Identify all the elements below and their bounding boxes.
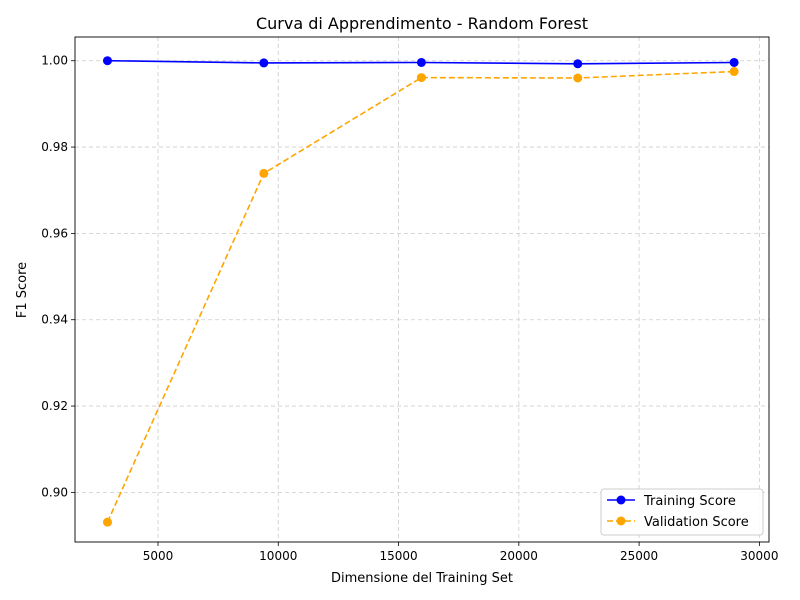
x-tick-label: 25000 <box>620 549 658 563</box>
training-score-point <box>573 59 583 69</box>
training-score-point <box>259 58 269 68</box>
legend-box <box>600 488 764 536</box>
series-layer <box>102 56 739 527</box>
training-score-point <box>729 57 739 67</box>
validation-score-line <box>106 70 735 523</box>
x-tick-label: 5000 <box>143 549 174 563</box>
validation-score-point <box>259 168 269 178</box>
legend-training-score-marker <box>616 495 626 505</box>
training-score-point <box>416 57 426 67</box>
x-tick-label: 30000 <box>740 549 778 563</box>
y-axis-label: F1 Score <box>15 262 30 318</box>
y-tick-label: 0.92 <box>41 399 68 413</box>
legend-validation-score-marker <box>616 516 626 526</box>
x-tick-label: 10000 <box>259 549 297 563</box>
legend: Training Score Validation Score <box>600 488 764 536</box>
x-tick-label: 20000 <box>500 549 538 563</box>
y-tick-label: 0.98 <box>41 140 68 154</box>
y-axis-ticks: 0.90 0.92 0.94 0.96 0.98 1.00 <box>41 54 75 499</box>
y-tick-label: 0.90 <box>41 485 68 499</box>
plot-area-frame <box>74 36 770 543</box>
validation-score-point <box>416 73 426 83</box>
y-tick-label: 1.00 <box>41 54 68 68</box>
x-axis-label: Dimensione del Training Set <box>331 571 513 586</box>
y-tick-label: 0.96 <box>41 226 68 240</box>
legend-training-score-label: Training Score <box>643 494 736 509</box>
chart-title: Curva di Apprendimento - Random Forest <box>256 14 588 33</box>
validation-score-point <box>573 73 583 83</box>
x-tick-label: 15000 <box>379 549 417 563</box>
legend-validation-score-label: Validation Score <box>644 515 749 530</box>
training-score-point <box>102 56 112 66</box>
y-tick-label: 0.94 <box>41 313 68 327</box>
validation-score-point <box>729 67 739 77</box>
x-axis-ticks: 5000 10000 15000 20000 25000 30000 <box>143 542 778 563</box>
validation-score-point <box>102 517 112 527</box>
